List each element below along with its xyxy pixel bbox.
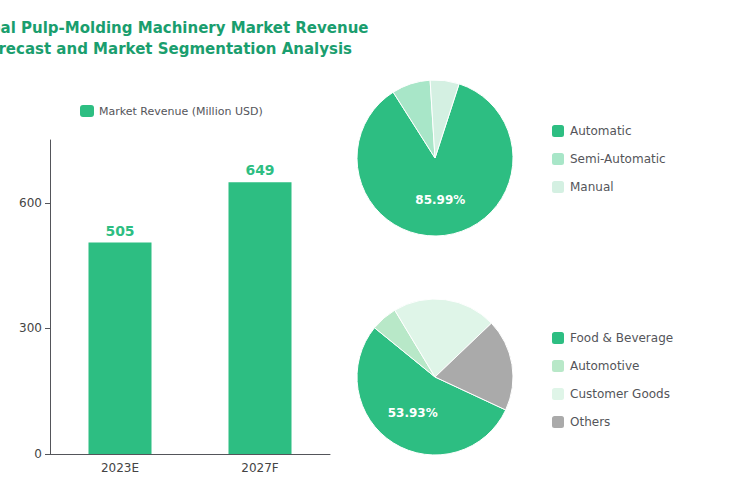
svg-text:Others: Others xyxy=(570,415,610,429)
svg-text:Market Revenue (Million USD): Market Revenue (Million USD) xyxy=(99,105,263,118)
svg-text:Automatic: Automatic xyxy=(570,124,632,138)
svg-text:53.93%: 53.93% xyxy=(388,406,438,420)
svg-text:0: 0 xyxy=(34,447,42,461)
svg-text:85.99%: 85.99% xyxy=(415,193,465,207)
svg-text:Manual: Manual xyxy=(570,180,614,194)
svg-text:649: 649 xyxy=(245,162,274,178)
svg-text:Semi-Automatic: Semi-Automatic xyxy=(570,152,666,166)
svg-text:2027F: 2027F xyxy=(241,461,279,475)
svg-text:2023E: 2023E xyxy=(101,461,139,475)
svg-text:600: 600 xyxy=(19,196,42,210)
svg-text:Forecast and Market Segmentati: Forecast and Market Segmentation Analysi… xyxy=(0,40,352,58)
svg-text:Global Pulp-Molding Machinery: Global Pulp-Molding Machinery Market Rev… xyxy=(0,19,369,37)
svg-text:Automotive: Automotive xyxy=(570,359,639,373)
svg-text:505: 505 xyxy=(105,223,134,239)
svg-text:Food & Beverage: Food & Beverage xyxy=(570,331,673,345)
svg-text:Customer Goods: Customer Goods xyxy=(570,387,670,401)
svg-text:300: 300 xyxy=(19,321,42,335)
